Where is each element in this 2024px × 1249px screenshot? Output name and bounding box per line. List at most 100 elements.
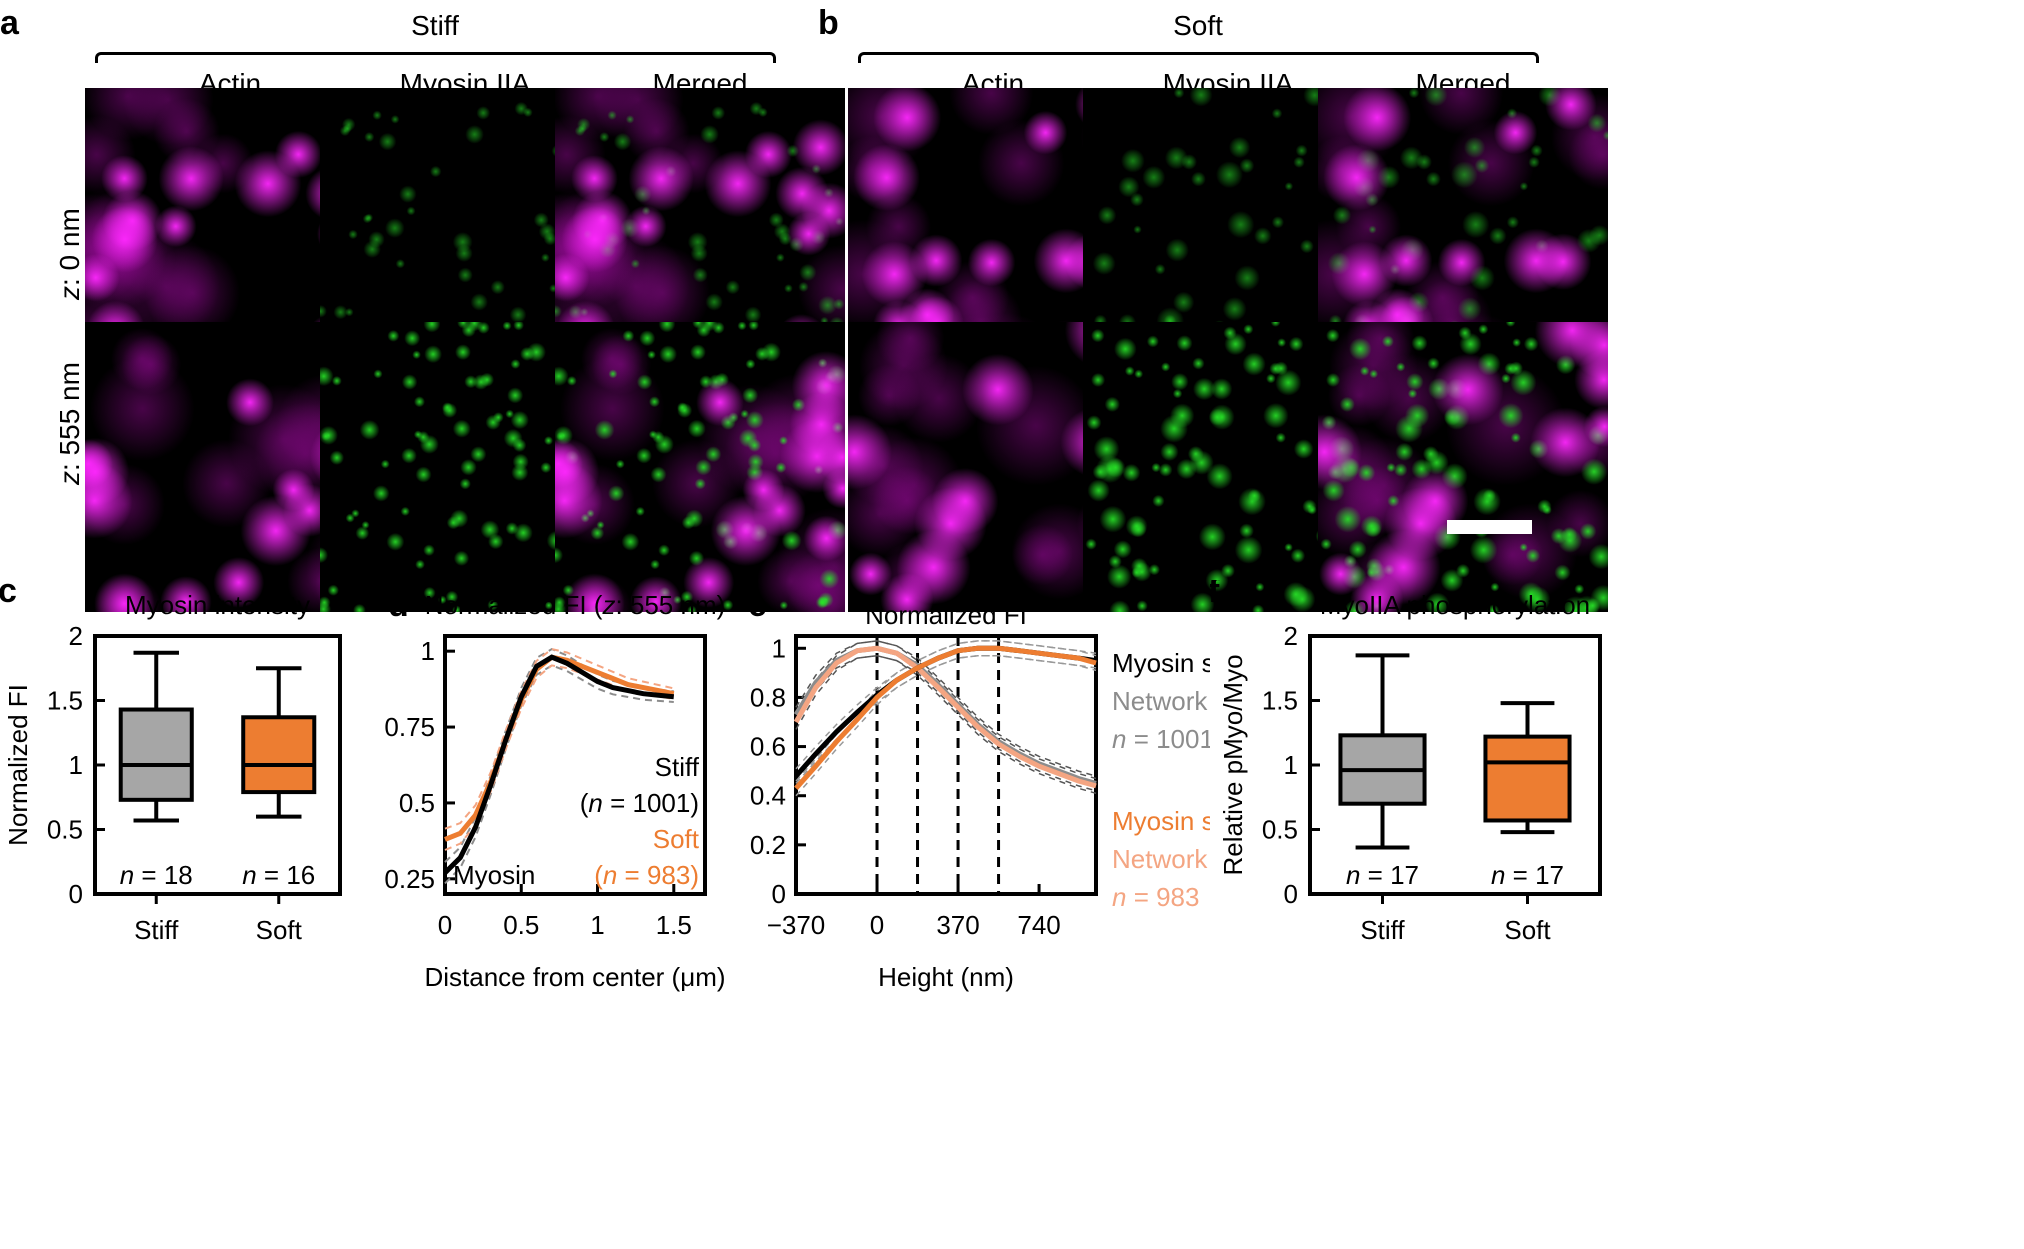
chart-f-ytick-label-0: 0 [1284,879,1298,909]
chart-e-legend-2-part1: = 1001 [1126,724,1210,754]
chart-e-legend-5-part0: n [1112,882,1126,912]
chart-d-band-0-1 [444,647,674,863]
chart-e-legend-0: Myosin stiff [1112,648,1210,678]
panel-b-letter: b [818,4,839,42]
chart-e-series-2 [794,645,1097,790]
chart-c-title: Myosin intensity [125,590,310,620]
chart-f-myoiia-phosphorylation: f MyoIIA phosphorylation Relative pMyo/Myo… [1210,580,1602,945]
chart-e-ytick-label-3: 0.6 [750,732,786,762]
chart-c-letter: c [0,580,17,610]
chart-c-xtick-label-1: Soft [256,915,303,945]
chart-d-ytick-label-2: 0.75 [384,712,435,742]
chart-e-series-3 [793,645,1097,789]
chart-f-ylabel: Relative pMyo/Myo [1218,654,1248,875]
chart-c-ytick-label-3: 1.5 [47,686,83,716]
chart-c-n-label-0-part0: n [120,860,134,890]
chart-d-ytick-label-1: 0.5 [399,788,435,818]
chart-d-series-0 [443,654,675,875]
chart-e-band-0-0 [795,654,1097,784]
chart-e-legend-5: n = 983 [1112,882,1199,912]
chart-c-ytick-label-2: 1 [69,750,83,780]
chart-e-xtick-label-0: −370 [767,910,826,940]
chart-e-xlabel: Height (nm) [878,962,1014,992]
chart-f-n-label-1: n = 17 [1491,860,1564,890]
chart-e-xtick-label-1: 0 [870,910,884,940]
chart-c-ytick-label-0: 0 [69,879,83,909]
chart-e-band-0-1 [795,640,1097,770]
panel-b-tile-merged-row2 [1318,322,1608,612]
chart-d-annotation: Myosin [453,860,535,890]
chart-c-ytick-label-1: 0.5 [47,815,83,845]
chart-e-xtick-label-3: 740 [1017,910,1060,940]
chart-e-legend-2-part0: n [1112,724,1126,754]
chart-c-n-label-1: n = 16 [242,860,315,890]
chart-d-legend-stiff: Stiff [655,752,700,782]
chart-d-frame [443,634,707,896]
chart-c-ylabel: Normalized FI [3,684,33,846]
chart-c-n-label-1-part1: = 16 [257,860,316,890]
panel-a-condition: Stiff [411,10,459,41]
chart-f-ytick-label-1: 0.5 [1262,815,1298,845]
chart-d-band-0-0 [444,664,674,885]
chart-f-n-label-1-part1: = 17 [1505,860,1564,890]
chart-d-legend-stiff-n-part1: n [588,788,602,818]
chart-e-band-1-0 [795,654,1097,792]
chart-c-box-1 [241,715,317,795]
panel-a-row-z0-text: : 0 nm [54,208,85,286]
panel-a-letter: a [0,4,19,42]
chart-d-xtick-label-2: 1 [590,910,604,940]
scale-bar [1447,520,1532,534]
chart-c-n-label-0: n = 18 [120,860,193,890]
chart-d-xtick-label-0: 0 [438,910,452,940]
chart-d-legend-stiff-n-part0: ( [580,788,589,818]
chart-f-letter: f [1210,580,1220,610]
chart-d-legend-soft-n-part2: = 983) [617,860,699,890]
chart-d-legend-soft-n-part0: ( [594,860,603,890]
chart-d-title-part0: Normalized FI ( [425,590,603,620]
panel-a-tile-merged-row2 [555,322,845,612]
chart-c-n-label-0-part1: = 18 [134,860,193,890]
chart-f-ytick-label-4: 2 [1284,621,1298,651]
chart-d-normalized-fi-555: d Normalized FI (z: 555 nm) 0.25 0.5 0.75 1 0 0… [384,586,726,992]
chart-c-myosin-intensity: c Myosin intensity Normalized FI 0 0.5 1 1.5 2 n… [0,580,342,945]
chart-f-n-label-1-part0: n [1491,860,1505,890]
chart-d-band-1-1 [444,648,675,830]
chart-e-legend-2: n = 1001 [1112,724,1210,754]
chart-d-legend-soft-n-part1: n [603,860,617,890]
panel-a-bracket [95,52,776,63]
chart-d-legend-stiff-n-part2: = 1001) [603,788,699,818]
chart-d-ytick-label-3: 1 [421,636,435,666]
chart-c-box-0 [118,707,194,802]
chart-e-letter: e [748,586,767,624]
panel-a-row-z555-text: : 555 nm [54,362,85,471]
chart-d-legend-soft-n: (n = 983) [594,860,699,890]
chart-c-ytick-label-4: 2 [69,621,83,651]
chart-c-xtick-label-0: Stiff [134,915,179,945]
chart-d-title-part1: z [601,590,615,620]
panel-b-bracket [858,52,1539,63]
chart-e-legend-3: Myosin soft [1112,806,1210,836]
chart-f-xtick-label-0: Stiff [1360,915,1405,945]
chart-d-xtick-label-1: 0.5 [503,910,539,940]
chart-e-band-1-1 [795,640,1097,777]
chart-e-legend-5-part1: = 983 [1126,882,1199,912]
chart-d-xlabel: Distance from center (μm) [424,962,725,992]
chart-f-xtick-label-1: Soft [1504,915,1551,945]
chart-c-n-label-1-part0: n [242,860,256,890]
chart-d-letter: d [388,586,409,624]
chart-f-ytick-label-3: 1.5 [1262,686,1298,716]
chart-d-ytick-label-0: 0.25 [384,864,435,894]
chart-f-ytick-label-2: 1 [1284,750,1298,780]
chart-d-title: Normalized FI (z: 555 nm) [425,590,726,620]
chart-e-ytick-label-0: 0 [772,879,786,909]
chart-f-box-1 [1483,734,1572,823]
chart-f-n-label-0-part1: = 17 [1360,860,1419,890]
chart-e-legend-4: Network soft [1112,844,1210,874]
chart-e-frame [794,634,1098,896]
chart-d-legend-soft: Soft [653,824,700,854]
panel-a-row-z0: z: 0 nm [54,208,85,300]
chart-f-n-label-0: n = 17 [1346,860,1419,890]
chart-e-ytick-label-4: 0.8 [750,682,786,712]
